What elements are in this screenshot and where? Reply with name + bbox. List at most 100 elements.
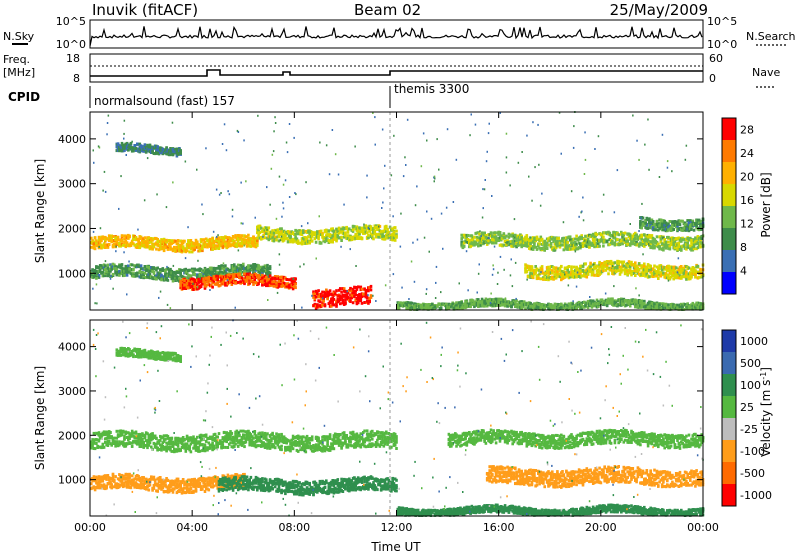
heatmap-cell — [659, 239, 663, 242]
heatmap-cell — [257, 264, 260, 268]
heatmap-cell — [305, 241, 309, 245]
heatmap-cell — [136, 274, 139, 278]
heatmap-cell — [171, 249, 175, 253]
heatmap-cell — [138, 271, 142, 275]
heatmap-cell — [621, 268, 624, 272]
sky-noise-line — [89, 25, 703, 47]
heatmap-cell — [280, 227, 283, 231]
heatmap-cell — [295, 229, 299, 233]
heatmap-cell — [692, 245, 696, 249]
heatmap-cell — [110, 240, 113, 244]
heatmap-cell — [565, 239, 568, 243]
heatmap-cell — [253, 264, 257, 268]
heatmap-cell — [565, 236, 568, 240]
heatmap-cell — [634, 274, 637, 277]
heatmap-cell — [317, 230, 320, 234]
heatmap-cell — [340, 239, 343, 242]
heatmap-cell — [360, 287, 364, 291]
heatmap-cell — [640, 233, 643, 237]
heatmap-cell — [206, 245, 209, 249]
heatmap-cell — [190, 280, 194, 284]
heatmap-cell — [377, 226, 380, 230]
heatmap-cell — [170, 247, 174, 251]
heatmap-cell — [164, 242, 167, 246]
heatmap-cell — [171, 276, 175, 280]
heatmap-cell — [256, 242, 259, 245]
heatmap-cell — [662, 248, 665, 252]
heatmap-cell — [631, 242, 635, 246]
heatmap-cell — [477, 238, 480, 242]
heatmap-cell — [358, 232, 361, 236]
heatmap-cell — [664, 246, 668, 250]
heatmap-cell — [351, 294, 355, 298]
heatmap-cell — [169, 147, 172, 150]
heatmap-cell — [204, 284, 208, 288]
heatmap-cell — [586, 237, 590, 241]
heatmap-cell — [286, 282, 290, 286]
heatmap-cell — [372, 237, 375, 241]
heatmap-cell — [499, 234, 503, 238]
heatmap-cell — [469, 305, 472, 309]
heatmap-cell — [524, 238, 527, 242]
heatmap-cell — [123, 274, 126, 277]
heatmap-cell — [369, 288, 373, 292]
heatmap-cell — [574, 237, 577, 241]
heatmap-cell — [351, 225, 355, 229]
heatmap-cell — [507, 235, 511, 239]
heatmap-cell — [265, 284, 268, 288]
freq-label-1: Freq. — [3, 53, 30, 66]
heatmap-cell — [289, 236, 292, 240]
heatmap-cell — [125, 141, 129, 145]
heatmap-cell — [268, 272, 272, 276]
heatmap-cell — [96, 271, 99, 275]
heatmap-cell — [662, 242, 665, 246]
heatmap-cell — [340, 228, 343, 232]
heatmap-cell — [181, 245, 185, 249]
heatmap-cell — [365, 296, 369, 300]
sky-left-label: N.Sky — [3, 30, 35, 43]
frequency-trace — [90, 69, 703, 77]
heatmap-cell — [328, 239, 332, 242]
heatmap-cell — [499, 297, 503, 301]
heatmap-cell — [491, 234, 494, 238]
sky-left-tick-bottom: 10^0 — [56, 38, 86, 51]
heatmap-cell — [570, 241, 573, 245]
heatmap-cell — [335, 289, 338, 293]
cpid-segment-2: themis 3300 — [394, 82, 469, 96]
heatmap-cell — [626, 239, 629, 243]
heatmap-cell — [658, 247, 661, 251]
heatmap-cell — [589, 261, 592, 265]
heatmap-cell — [308, 241, 311, 245]
heatmap-cell — [257, 277, 260, 281]
heatmap-cell — [267, 226, 271, 230]
heatmap-cell — [141, 238, 144, 242]
heatmap-cell — [124, 245, 128, 249]
heatmap-cell — [203, 240, 207, 244]
heatmap-cell — [646, 238, 650, 242]
heatmap-cell — [193, 285, 196, 288]
heatmap-cell — [245, 279, 249, 283]
heatmap-cell — [354, 233, 357, 236]
heatmap-cell — [161, 147, 165, 151]
heatmap-cell — [330, 304, 333, 308]
heatmap-cell — [648, 242, 651, 246]
heatmap-cell — [181, 247, 185, 251]
heatmap-cell — [348, 227, 351, 231]
heatmap-cell — [520, 242, 523, 246]
heatmap-cell — [655, 235, 659, 239]
heatmap-cell — [210, 277, 213, 280]
heatmap-cell — [625, 244, 628, 247]
heatmap-cell — [540, 237, 544, 241]
heatmap-cell — [309, 237, 313, 241]
heatmap-cell — [640, 238, 643, 242]
heatmap-cell — [658, 303, 661, 307]
heatmap-cell — [159, 268, 162, 272]
heatmap-cell — [174, 239, 177, 243]
heatmap-cell — [281, 279, 285, 283]
heatmap-cell — [363, 287, 366, 291]
heatmap-cell — [143, 143, 147, 147]
heatmap-cell — [253, 263, 257, 266]
heatmap-cell — [268, 236, 272, 240]
heatmap-cell — [303, 230, 306, 234]
heatmap-cell — [602, 267, 605, 271]
